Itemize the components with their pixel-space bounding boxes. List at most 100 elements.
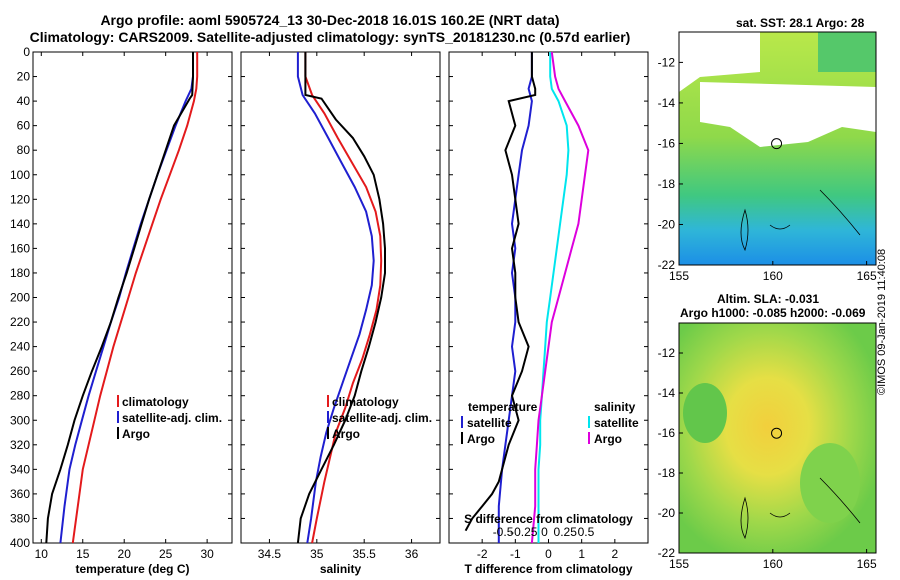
data-patch bbox=[818, 32, 876, 72]
coastline bbox=[819, 189, 861, 236]
secondary-x-tick-label: -0.5 bbox=[493, 525, 514, 539]
legend-label: climatology bbox=[332, 395, 399, 409]
coastline bbox=[740, 496, 791, 540]
series-line-argo bbox=[296, 52, 386, 544]
map-y-tick-label: -22 bbox=[658, 258, 676, 272]
x-tick-label: 25 bbox=[159, 547, 173, 561]
profile-location-marker bbox=[771, 427, 783, 439]
depth-tick-label: 400 bbox=[10, 536, 30, 550]
x-axis-label: temperature (deg C) bbox=[75, 562, 189, 576]
x-tick-label: 35 bbox=[310, 547, 324, 561]
depth-tick-label: 340 bbox=[10, 462, 30, 476]
depth-tick-label: 380 bbox=[10, 511, 30, 525]
x-tick-label: 15 bbox=[76, 547, 90, 561]
legend-label: satellite-adj. clim. bbox=[332, 411, 432, 425]
series-line-salinity-satellite bbox=[537, 52, 570, 543]
x-tick-label: 2 bbox=[611, 547, 618, 561]
map-y-tick-label: -16 bbox=[658, 136, 676, 150]
coastline bbox=[740, 208, 791, 252]
sla-anomaly bbox=[683, 383, 727, 443]
legend-label: satellite bbox=[594, 416, 639, 430]
x-axis-label: salinity bbox=[320, 562, 362, 576]
map-y-tick-label: -16 bbox=[658, 426, 676, 440]
secondary-x-axis-label: S difference from climatology bbox=[464, 512, 633, 526]
legend-label: Argo bbox=[467, 432, 495, 446]
series-line-salinity-argo bbox=[530, 51, 590, 544]
map-y-tick-label: -14 bbox=[658, 96, 676, 110]
temperature-panel: 0 20 40 60 80 100 120 140 160 180 200 220 240 260 280 3… bbox=[10, 45, 233, 576]
secondary-x-tick-label: -0.25 bbox=[510, 525, 538, 539]
plot-frame bbox=[448, 51, 649, 544]
depth-tick-label: 140 bbox=[10, 217, 30, 231]
series-line-temperature-satellite bbox=[497, 52, 533, 543]
chart-title: Argo profile: aoml 5905724_13 30-Dec-201… bbox=[100, 12, 560, 28]
legend-label: Argo bbox=[594, 432, 622, 446]
map-x-tick-label: 155 bbox=[669, 269, 689, 283]
depth-tick-label: 160 bbox=[10, 241, 30, 255]
x-tick-label: 35.5 bbox=[353, 547, 377, 561]
legend-label: Argo bbox=[332, 427, 360, 441]
sla-map-title: Altim. SLA: -0.031 bbox=[717, 292, 820, 306]
map-y-tick-label: -20 bbox=[658, 506, 676, 520]
sla-anomaly bbox=[800, 443, 860, 523]
depth-tick-label: 300 bbox=[10, 413, 30, 427]
legend-heading: salinity bbox=[594, 400, 636, 414]
map-y-tick-label: -12 bbox=[658, 55, 676, 69]
coastline bbox=[819, 477, 861, 524]
cloud-mask bbox=[700, 82, 876, 147]
depth-tick-label: 20 bbox=[17, 70, 31, 84]
map-x-tick-label: 165 bbox=[857, 269, 877, 283]
x-tick-label: 36 bbox=[405, 547, 419, 561]
series-line-temperature-argo bbox=[464, 52, 537, 532]
depth-tick-label: 240 bbox=[10, 340, 30, 354]
map-x-tick-label: 165 bbox=[857, 557, 877, 571]
x-tick-label: 1 bbox=[578, 547, 585, 561]
secondary-x-tick-label: 0.5 bbox=[578, 525, 595, 539]
sst-map-title: sat. SST: 28.1 Argo: 28 bbox=[736, 16, 865, 30]
map-y-tick-label: -12 bbox=[658, 346, 676, 360]
sla-map-subtitle: Argo h1000: -0.085 h2000: -0.069 bbox=[680, 306, 866, 320]
x-tick-label: 34.5 bbox=[258, 547, 282, 561]
depth-tick-label: 360 bbox=[10, 487, 30, 501]
legend-heading: temperature bbox=[468, 400, 538, 414]
x-tick-label: -2 bbox=[477, 547, 488, 561]
map-y-tick-label: -14 bbox=[658, 386, 676, 400]
x-tick-label: 0 bbox=[545, 547, 552, 561]
cloud-mask bbox=[679, 32, 760, 92]
profile-location-marker bbox=[771, 138, 783, 150]
depth-tick-label: 40 bbox=[17, 94, 31, 108]
map-y-tick-label: -18 bbox=[658, 177, 676, 191]
depth-tick-label: 80 bbox=[17, 143, 31, 157]
legend-label: Argo bbox=[122, 427, 150, 441]
map-x-tick-label: 160 bbox=[763, 557, 783, 571]
map-y-tick-label: -22 bbox=[658, 546, 676, 560]
x-axis-label: T difference from climatology bbox=[464, 562, 632, 576]
legend-label: satellite bbox=[467, 416, 512, 430]
legend-label: satellite-adj. clim. bbox=[122, 411, 222, 425]
depth-tick-label: 180 bbox=[10, 266, 30, 280]
plot-frame bbox=[32, 51, 233, 544]
map-x-tick-label: 155 bbox=[669, 557, 689, 571]
map-y-tick-label: -20 bbox=[658, 217, 676, 231]
x-tick-label: -1 bbox=[510, 547, 521, 561]
x-tick-label: 30 bbox=[200, 547, 214, 561]
secondary-x-tick-label: 0.25 bbox=[554, 525, 578, 539]
legend-label: climatology bbox=[122, 395, 189, 409]
x-tick-label: 10 bbox=[35, 547, 49, 561]
map-y-tick-label: -18 bbox=[658, 466, 676, 480]
depth-tick-label: 0 bbox=[23, 45, 30, 59]
depth-tick-label: 260 bbox=[10, 364, 30, 378]
salinity-panel: 34.5 35 35.5 36 salinity climatology satellite… bbox=[240, 51, 441, 576]
depth-tick-label: 220 bbox=[10, 315, 30, 329]
map-frame bbox=[678, 31, 877, 266]
x-tick-label: 20 bbox=[118, 547, 132, 561]
depth-tick-label: 120 bbox=[10, 192, 30, 206]
series-line-satellite-adj-clim- bbox=[296, 52, 375, 544]
chart-subtitle: Climatology: CARS2009. Satellite-adjuste… bbox=[29, 29, 631, 45]
depth-tick-label: 280 bbox=[10, 389, 30, 403]
depth-tick-label: 320 bbox=[10, 438, 30, 452]
series-line-argo bbox=[45, 52, 194, 544]
